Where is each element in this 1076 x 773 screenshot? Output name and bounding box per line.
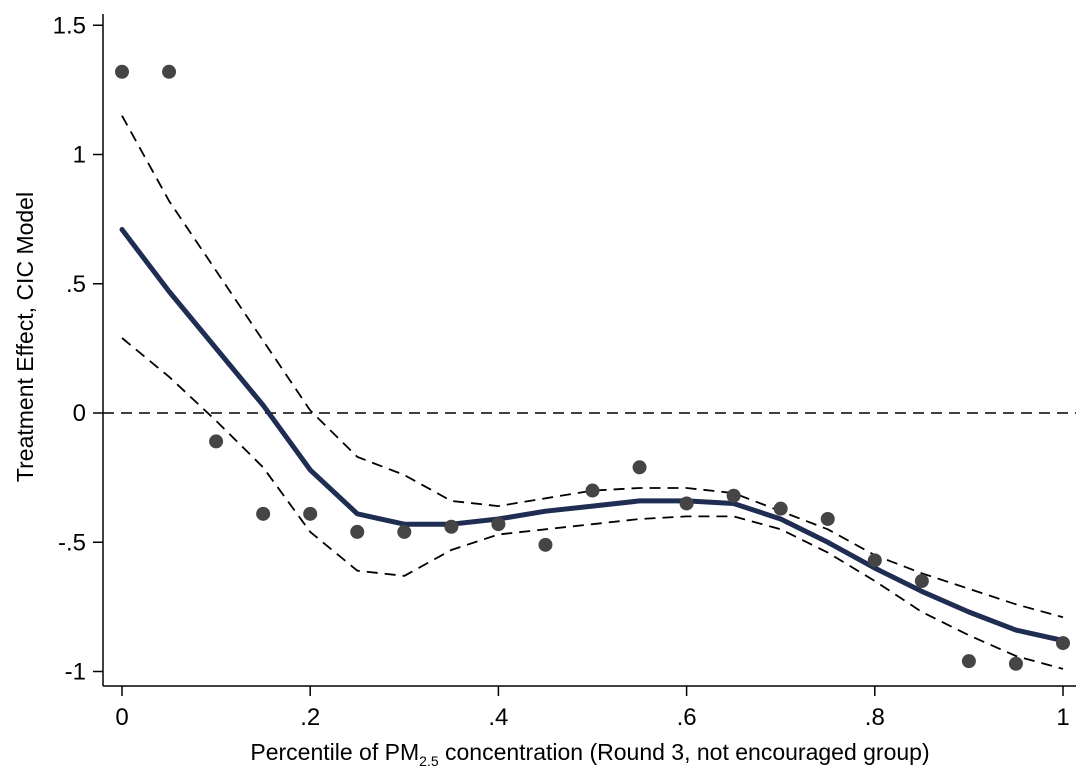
y-axis-title: Treatment Effect, CIC Model (12, 192, 38, 482)
data-point (820, 511, 835, 526)
x-tick-label: .8 (865, 704, 885, 731)
plot-area (103, 64, 1076, 671)
data-point (632, 460, 647, 475)
data-point (538, 537, 553, 552)
data-point (303, 506, 318, 521)
data-point (585, 483, 600, 498)
ci-upper-line (121, 115, 1064, 619)
x-axis-title: Percentile of PM2.5 concentration (Round… (250, 739, 929, 769)
x-tick-label: 1 (1056, 704, 1069, 731)
data-point (914, 574, 929, 589)
data-point (726, 488, 741, 503)
y-tick-label: -.5 (58, 529, 86, 556)
data-point (444, 519, 459, 534)
data-point (679, 496, 694, 511)
data-point (491, 517, 506, 532)
y-tick-label: 1.5 (53, 12, 86, 39)
x-tick-label: .2 (300, 704, 320, 731)
y-axis: 1.51.50-.5-1 (53, 12, 104, 686)
data-point (397, 524, 412, 539)
data-point (115, 64, 129, 79)
data-point (1056, 636, 1070, 651)
x-axis-title-main: Percentile of PM (250, 739, 419, 765)
data-point (350, 524, 365, 539)
x-tick-label: 0 (115, 704, 128, 731)
y-ticks: 1.51.50-.5-1 (53, 12, 103, 686)
x-axis-title-rest: concentration (Round 3, not encouraged g… (439, 739, 930, 765)
x-ticks: 0 .2 .4 .6 .8 1 (115, 686, 1070, 731)
data-point (256, 506, 271, 521)
x-axis: 0 .2 .4 .6 .8 1 (103, 685, 1076, 731)
y-tick-label: -1 (65, 659, 86, 686)
data-point (961, 654, 976, 669)
data-point (867, 553, 882, 568)
data-point (773, 501, 788, 516)
y-tick-label: 0 (73, 400, 86, 427)
data-point (162, 64, 177, 79)
x-axis-title-subscript: 2.5 (419, 753, 439, 769)
x-tick-label: .6 (677, 704, 697, 731)
data-point (1008, 656, 1023, 671)
x-tick-label: .4 (488, 704, 508, 731)
y-tick-label: .5 (66, 271, 86, 298)
data-point (209, 434, 224, 449)
ci-lower-line (121, 337, 1064, 670)
fit-line (119, 227, 1066, 643)
y-tick-label: 1 (73, 142, 86, 169)
